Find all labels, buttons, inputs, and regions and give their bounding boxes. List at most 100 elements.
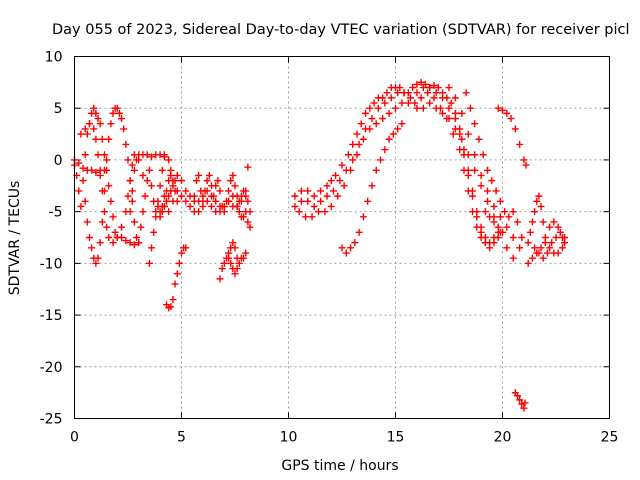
data-point	[385, 109, 393, 117]
data-point	[490, 218, 498, 226]
data-point	[178, 192, 185, 200]
data-point	[100, 208, 108, 216]
data-point	[473, 213, 481, 221]
data-point	[100, 151, 108, 159]
data-point	[327, 177, 335, 185]
data-point	[81, 125, 89, 133]
data-point	[220, 208, 228, 216]
data-point	[464, 130, 472, 138]
data-point	[359, 135, 367, 143]
data-point	[524, 239, 532, 247]
data-point	[109, 213, 117, 221]
data-point	[447, 99, 455, 107]
data-point	[524, 259, 532, 267]
data-point	[167, 303, 175, 311]
data-point	[246, 223, 254, 231]
data-point	[105, 135, 113, 143]
data-point	[511, 125, 519, 133]
data-point	[163, 197, 171, 205]
data-point	[426, 84, 434, 92]
data-point	[430, 94, 438, 102]
data-point	[533, 197, 541, 205]
data-point	[240, 213, 248, 221]
data-point	[458, 135, 466, 143]
chart-title: Day 055 of 2023, Sidereal Day-to-day VTE…	[52, 22, 630, 38]
data-point	[88, 244, 96, 252]
data-point	[503, 109, 511, 117]
data-point	[396, 84, 404, 92]
data-point	[486, 213, 494, 221]
data-point	[473, 223, 481, 231]
data-point	[145, 259, 153, 267]
data-point	[205, 171, 213, 179]
data-point	[419, 84, 427, 92]
data-point	[520, 156, 528, 164]
data-point	[550, 218, 558, 226]
data-point	[499, 228, 506, 236]
data-point	[451, 94, 459, 102]
data-point	[160, 202, 168, 210]
data-point	[94, 151, 102, 159]
data-point	[426, 99, 434, 107]
data-point	[513, 218, 521, 226]
data-point	[291, 192, 299, 200]
data-point	[349, 140, 357, 148]
data-point	[484, 187, 492, 195]
data-point	[297, 197, 305, 205]
data-point	[349, 156, 357, 164]
data-point	[464, 187, 472, 195]
data-point	[81, 151, 89, 159]
x-tick-label: 25	[601, 430, 619, 446]
data-point	[175, 259, 183, 267]
data-point	[130, 241, 138, 249]
data-point	[169, 296, 177, 304]
data-point	[451, 115, 459, 123]
data-point	[531, 208, 539, 216]
data-point	[244, 197, 252, 205]
y-tick-label: 0	[54, 153, 63, 169]
data-point	[233, 202, 241, 210]
series-arc-c7	[462, 89, 526, 241]
data-point	[509, 254, 517, 262]
series-arc-b8	[163, 244, 190, 312]
data-point	[124, 192, 132, 200]
data-point	[554, 223, 562, 231]
data-point	[381, 146, 389, 154]
data-point	[297, 187, 305, 195]
data-point	[449, 130, 457, 138]
data-point	[413, 104, 421, 112]
data-point	[173, 187, 181, 195]
data-point	[96, 239, 104, 247]
data-point	[227, 177, 235, 185]
data-point	[471, 120, 479, 128]
data-point	[310, 202, 318, 210]
data-point	[490, 239, 498, 247]
data-point	[83, 218, 91, 226]
data-point	[79, 177, 87, 185]
data-point	[225, 249, 233, 257]
data-point	[98, 218, 106, 226]
data-point	[165, 192, 173, 200]
data-point	[340, 182, 348, 190]
data-point	[126, 239, 134, 247]
data-point	[100, 166, 108, 174]
data-point	[92, 135, 100, 143]
data-point	[411, 99, 419, 107]
data-point	[229, 239, 237, 247]
x-tick-label: 0	[70, 430, 79, 446]
data-point	[182, 187, 190, 195]
data-point	[92, 259, 100, 267]
data-point	[156, 213, 164, 221]
data-point	[158, 208, 166, 216]
data-point	[342, 249, 350, 257]
data-point	[222, 197, 230, 205]
data-point	[518, 400, 526, 408]
data-point	[492, 187, 500, 195]
data-point	[216, 187, 224, 195]
data-point	[351, 239, 359, 247]
data-point	[167, 171, 175, 179]
data-point	[225, 187, 233, 195]
data-point	[233, 265, 241, 273]
data-point	[336, 177, 344, 185]
